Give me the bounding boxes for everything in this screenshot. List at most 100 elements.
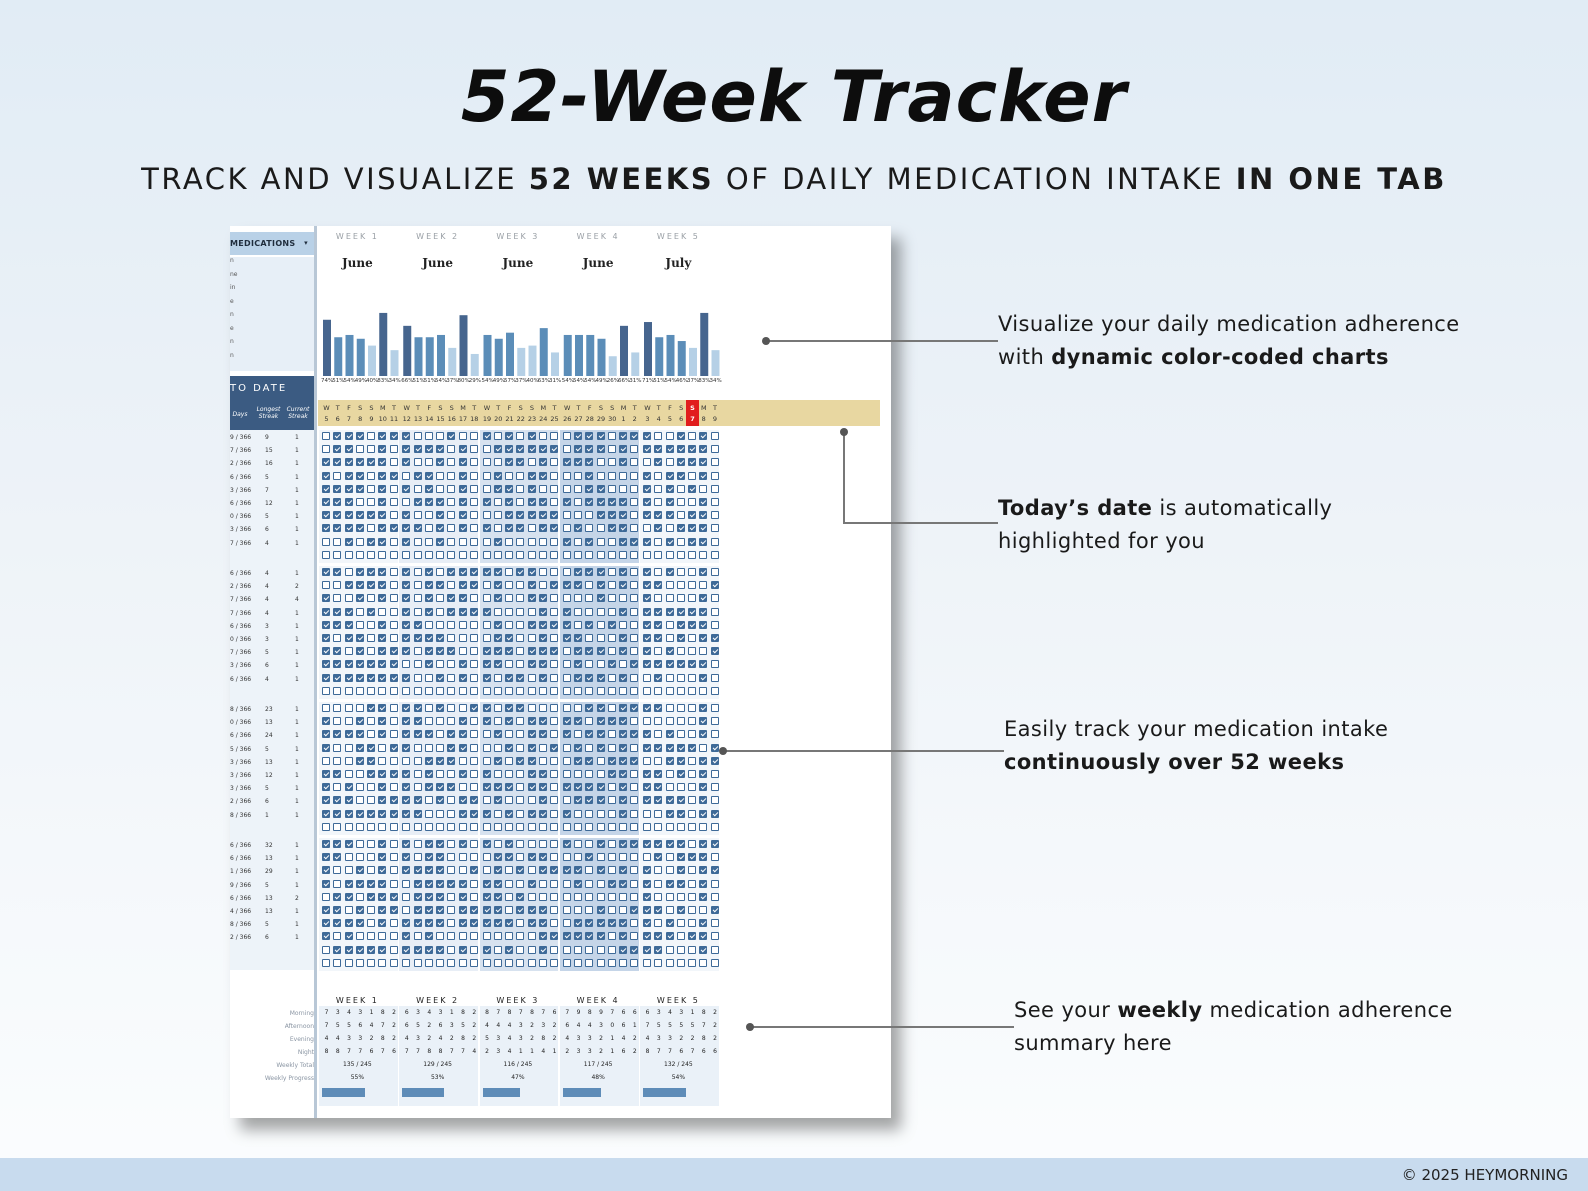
day-checkbox[interactable] bbox=[516, 498, 525, 506]
day-checkbox[interactable] bbox=[505, 840, 513, 848]
day-checkbox[interactable] bbox=[389, 620, 398, 629]
day-checkbox[interactable] bbox=[630, 484, 639, 493]
day-checkbox[interactable] bbox=[516, 743, 525, 752]
day-checkbox[interactable] bbox=[585, 647, 594, 656]
day-checkbox[interactable] bbox=[538, 717, 547, 726]
day-checkbox[interactable] bbox=[574, 809, 582, 818]
day-checkbox[interactable] bbox=[538, 432, 547, 440]
day-checkbox[interactable] bbox=[516, 607, 525, 616]
day-checkbox[interactable] bbox=[596, 524, 605, 533]
day-checkbox[interactable] bbox=[550, 568, 558, 576]
day-checkbox[interactable] bbox=[516, 673, 525, 682]
day-checkbox[interactable] bbox=[688, 432, 696, 440]
day-checkbox[interactable] bbox=[607, 717, 616, 726]
day-checkbox[interactable] bbox=[550, 607, 558, 616]
day-checkbox[interactable] bbox=[344, 932, 353, 941]
day-checkbox[interactable] bbox=[562, 673, 571, 682]
day-checkbox[interactable] bbox=[344, 892, 353, 901]
day-checkbox[interactable] bbox=[585, 471, 594, 480]
day-checkbox[interactable] bbox=[469, 445, 478, 454]
day-checkbox[interactable] bbox=[574, 432, 582, 440]
day-checkbox[interactable] bbox=[402, 511, 411, 520]
day-checkbox[interactable] bbox=[665, 892, 674, 901]
day-checkbox[interactable] bbox=[619, 484, 627, 493]
day-checkbox[interactable] bbox=[413, 958, 422, 967]
day-checkbox[interactable] bbox=[413, 945, 422, 954]
day-checkbox[interactable] bbox=[643, 809, 651, 818]
day-checkbox[interactable] bbox=[505, 537, 513, 546]
day-checkbox[interactable] bbox=[562, 550, 571, 559]
day-checkbox[interactable] bbox=[562, 607, 571, 616]
day-checkbox[interactable] bbox=[436, 686, 444, 695]
day-checkbox[interactable] bbox=[699, 634, 708, 642]
day-checkbox[interactable] bbox=[367, 498, 375, 506]
day-checkbox[interactable] bbox=[654, 550, 663, 559]
day-checkbox[interactable] bbox=[562, 537, 571, 546]
day-checkbox[interactable] bbox=[447, 704, 456, 712]
day-checkbox[interactable] bbox=[562, 796, 571, 805]
day-checkbox[interactable] bbox=[699, 945, 708, 954]
day-checkbox[interactable] bbox=[424, 717, 433, 726]
day-checkbox[interactable] bbox=[585, 568, 594, 576]
day-checkbox[interactable] bbox=[367, 511, 375, 520]
day-checkbox[interactable] bbox=[630, 647, 639, 656]
day-checkbox[interactable] bbox=[469, 550, 478, 559]
day-checkbox[interactable] bbox=[378, 607, 387, 616]
day-checkbox[interactable] bbox=[596, 511, 605, 520]
day-checkbox[interactable] bbox=[585, 511, 594, 520]
day-checkbox[interactable] bbox=[619, 511, 627, 520]
day-checkbox[interactable] bbox=[458, 840, 467, 848]
day-checkbox[interactable] bbox=[643, 673, 651, 682]
day-checkbox[interactable] bbox=[562, 945, 571, 954]
day-checkbox[interactable] bbox=[436, 958, 444, 967]
medication-item[interactable]: n bbox=[230, 257, 234, 264]
day-checkbox[interactable] bbox=[389, 809, 398, 818]
day-checkbox[interactable] bbox=[574, 647, 582, 656]
day-checkbox[interactable] bbox=[436, 919, 444, 928]
day-checkbox[interactable] bbox=[710, 945, 719, 954]
day-checkbox[interactable] bbox=[447, 568, 456, 576]
day-checkbox[interactable] bbox=[482, 958, 491, 967]
day-checkbox[interactable] bbox=[322, 717, 330, 726]
day-checkbox[interactable] bbox=[493, 704, 502, 712]
day-checkbox[interactable] bbox=[469, 432, 478, 440]
day-checkbox[interactable] bbox=[688, 717, 696, 726]
day-checkbox[interactable] bbox=[505, 809, 513, 818]
day-checkbox[interactable] bbox=[378, 743, 387, 752]
day-checkbox[interactable] bbox=[344, 537, 353, 546]
day-checkbox[interactable] bbox=[436, 840, 444, 848]
day-checkbox[interactable] bbox=[654, 673, 663, 682]
day-checkbox[interactable] bbox=[493, 620, 502, 629]
day-checkbox[interactable] bbox=[596, 660, 605, 669]
day-checkbox[interactable] bbox=[505, 717, 513, 726]
day-checkbox[interactable] bbox=[447, 958, 456, 967]
day-checkbox[interactable] bbox=[378, 511, 387, 520]
day-checkbox[interactable] bbox=[654, 607, 663, 616]
day-checkbox[interactable] bbox=[505, 730, 513, 739]
day-checkbox[interactable] bbox=[527, 866, 536, 875]
day-checkbox[interactable] bbox=[378, 853, 387, 862]
day-checkbox[interactable] bbox=[562, 568, 571, 576]
day-checkbox[interactable] bbox=[355, 511, 364, 520]
day-checkbox[interactable] bbox=[585, 809, 594, 818]
day-checkbox[interactable] bbox=[367, 932, 375, 941]
day-checkbox[interactable] bbox=[505, 958, 513, 967]
day-checkbox[interactable] bbox=[322, 594, 330, 603]
day-checkbox[interactable] bbox=[424, 620, 433, 629]
day-checkbox[interactable] bbox=[596, 840, 605, 848]
day-checkbox[interactable] bbox=[447, 743, 456, 752]
day-checkbox[interactable] bbox=[538, 568, 547, 576]
day-checkbox[interactable] bbox=[688, 704, 696, 712]
day-checkbox[interactable] bbox=[596, 730, 605, 739]
day-checkbox[interactable] bbox=[665, 673, 674, 682]
day-checkbox[interactable] bbox=[585, 906, 594, 914]
day-checkbox[interactable] bbox=[344, 458, 353, 467]
day-checkbox[interactable] bbox=[562, 809, 571, 818]
day-checkbox[interactable] bbox=[630, 704, 639, 712]
day-checkbox[interactable] bbox=[607, 594, 616, 603]
day-checkbox[interactable] bbox=[389, 524, 398, 533]
day-checkbox[interactable] bbox=[469, 932, 478, 941]
day-checkbox[interactable] bbox=[527, 660, 536, 669]
day-checkbox[interactable] bbox=[619, 796, 627, 805]
day-checkbox[interactable] bbox=[516, 660, 525, 669]
